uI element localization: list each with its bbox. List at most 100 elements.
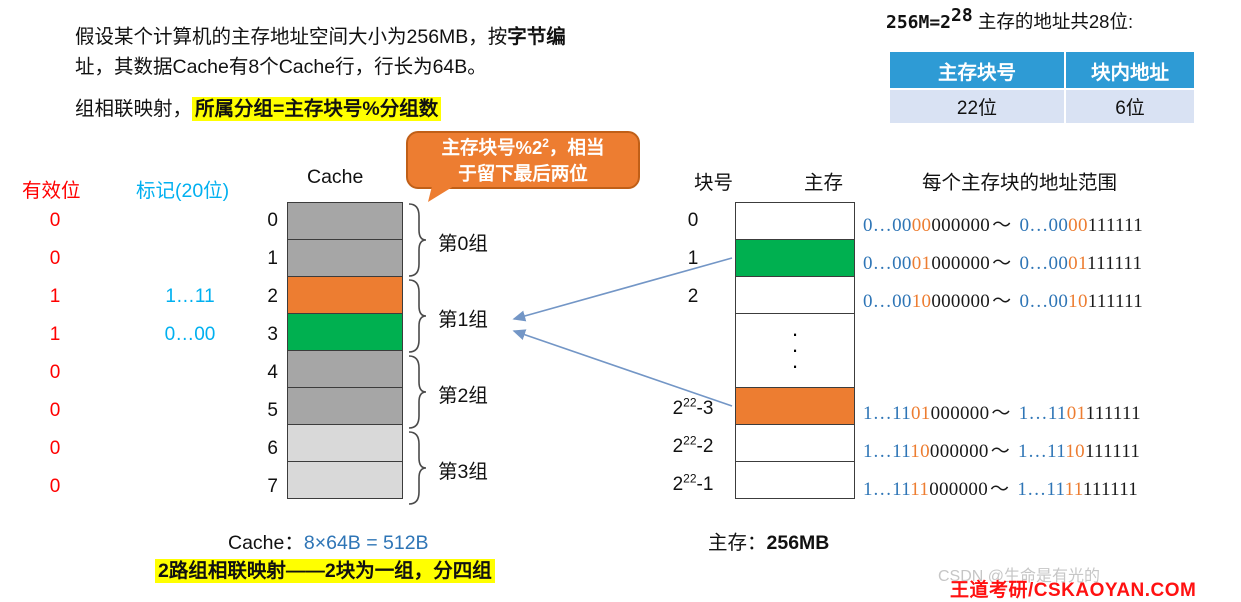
power-suffix: -1	[696, 474, 714, 495]
addr-offset: 000000	[929, 479, 989, 500]
addr-set: 01	[911, 403, 931, 424]
cache-line-6	[287, 424, 403, 462]
cache-row-number: 0	[267, 210, 278, 231]
addr-offset: 000000	[931, 215, 991, 236]
addr-offset: 111111	[1084, 441, 1141, 462]
two-way-note-highlight: 2路组相联映射——2块为一组，分四组	[155, 559, 495, 583]
memory-block-number: 0	[687, 210, 699, 231]
cache-line-0	[287, 202, 403, 240]
addr-offset: 000000	[929, 441, 989, 462]
addr-offset: 111111	[1085, 403, 1141, 424]
addr-tag: 1…11	[1018, 403, 1067, 424]
memory-size-caption: 主存：256MB	[708, 526, 829, 555]
cache-row-number: 5	[267, 400, 278, 421]
group-braces	[408, 203, 427, 505]
cache-line-7	[287, 461, 403, 499]
valid-bit-label: 有效位	[22, 180, 81, 202]
power-base: 2	[672, 436, 684, 457]
intro-text: 假设某个计算机的主存地址空间大小为256MB，按字节编 址，其数据Cache有8…	[75, 22, 566, 82]
cache-block-column	[287, 202, 403, 499]
intro-line-2: 址，其数据Cache有8个Cache行，行长为64B。	[75, 52, 566, 82]
intro-line1-bold: 字节编	[507, 26, 566, 48]
cache-title: Cache	[307, 166, 364, 188]
memory-block-number: 2	[687, 286, 699, 307]
power-suffix: -2	[696, 436, 714, 457]
addr-set: 10	[911, 291, 932, 312]
address-table-value-row: 22位 6位	[888, 88, 1196, 125]
dot: ·	[791, 321, 799, 346]
formula-exponent: 28	[951, 4, 973, 26]
main-memory-column: · · ·	[735, 202, 855, 499]
callout-line1-pre: 主存块号%2	[441, 137, 543, 158]
callout-line-2: 于留下最后两位	[458, 163, 588, 184]
power-base: 2	[672, 398, 684, 419]
memory-block-number: 222-3	[660, 395, 726, 420]
memory-block-2p22-1	[735, 461, 855, 499]
addr-tag: 0…00	[863, 291, 912, 312]
address-table-header-row: 主存块号 块内地址	[888, 50, 1196, 90]
memory-block-number: 222-1	[660, 473, 726, 496]
formula-base: 256M=2	[886, 12, 952, 33]
group-label-2: 第2组	[438, 385, 488, 407]
mapping-rule-line: 组相联映射， 所属分组=主存块号%分组数	[75, 92, 442, 121]
table-header-block-number: 主存块号	[888, 50, 1066, 90]
addr-tag: 0…00	[1019, 291, 1069, 312]
addr-set: 11	[910, 479, 930, 500]
cache-size-caption: Cache：8×64B = 512B	[228, 526, 429, 555]
addr-separator: ～	[990, 479, 1010, 500]
dot: ·	[791, 353, 799, 378]
power-exponent: 22	[683, 395, 697, 410]
address-range-row: 0…0001000000 ～ 0…0001111111	[863, 248, 1142, 275]
callout-bubble: 主存块号%22，相当 于留下最后两位	[406, 131, 640, 189]
addr-set: 01	[1068, 253, 1088, 274]
valid-bit: 0	[49, 362, 61, 383]
group-label-3: 第3组	[438, 461, 488, 483]
addr-offset: 111111	[1083, 479, 1139, 500]
memory-size-value: 256MB	[766, 532, 830, 554]
addr-offset: 111111	[1087, 253, 1143, 274]
addr-set: 01	[911, 253, 932, 274]
memory-block-2p22-2	[735, 424, 855, 462]
valid-bit: 0	[49, 400, 61, 421]
mapping-prefix: 组相联映射，	[75, 98, 193, 120]
callout-line1-post: ，相当	[548, 137, 605, 158]
memory-ellipsis-region: · · ·	[735, 313, 855, 388]
tag-value-line2: 1…11	[165, 286, 215, 307]
memory-block-number: 1	[687, 248, 699, 269]
addr-separator: ～	[992, 253, 1012, 274]
valid-bit: 0	[49, 210, 61, 231]
addr-set: 01	[1066, 403, 1086, 424]
valid-bit: 1	[49, 324, 61, 345]
formula-note: 主存的地址共28位:	[977, 11, 1134, 32]
group-label-0: 第0组	[438, 233, 488, 255]
cache-line-4	[287, 350, 403, 388]
two-way-note: 2路组相联映射——2块为一组，分四组	[155, 554, 495, 583]
addr-separator: ～	[991, 403, 1011, 424]
intro-line-1: 假设某个计算机的主存地址空间大小为256MB，按字节编	[75, 22, 566, 52]
addr-tag: 0…00	[863, 253, 912, 274]
valid-bit: 1	[49, 286, 61, 307]
addr-tag: 0…00	[1019, 253, 1069, 274]
block-number-label: 块号	[694, 172, 734, 194]
addr-set: 00	[1068, 215, 1088, 236]
addr-offset: 000000	[931, 253, 991, 274]
csdn-watermark: CSDN @生命是有光的	[938, 568, 1101, 585]
addr-set: 10	[910, 441, 930, 462]
addr-set: 10	[1068, 291, 1088, 312]
cache-size-label: Cache：	[228, 532, 304, 554]
callout-line-1: 主存块号%22，相当	[408, 135, 638, 161]
address-range-title: 每个主存块的地址范围	[922, 172, 1118, 194]
addr-separator: ～	[992, 291, 1012, 312]
cache-row-number: 3	[267, 324, 278, 345]
memory-block-2p22-3	[735, 387, 855, 425]
address-range-row: 1…1101000000 ～ 1…1101111111	[863, 398, 1141, 425]
intro-line2-text: 址，其数据Cache有8个Cache行，行长为64B。	[75, 56, 487, 78]
tag-value-line3: 0…00	[164, 324, 216, 345]
addr-tag: 0…00	[1019, 215, 1069, 236]
addr-set: 10	[1065, 441, 1085, 462]
dot: ·	[791, 337, 799, 362]
wangdao-brand: 王道考研/CSKAOYAN.COM	[950, 580, 1197, 601]
addr-tag: 1…11	[863, 441, 911, 462]
